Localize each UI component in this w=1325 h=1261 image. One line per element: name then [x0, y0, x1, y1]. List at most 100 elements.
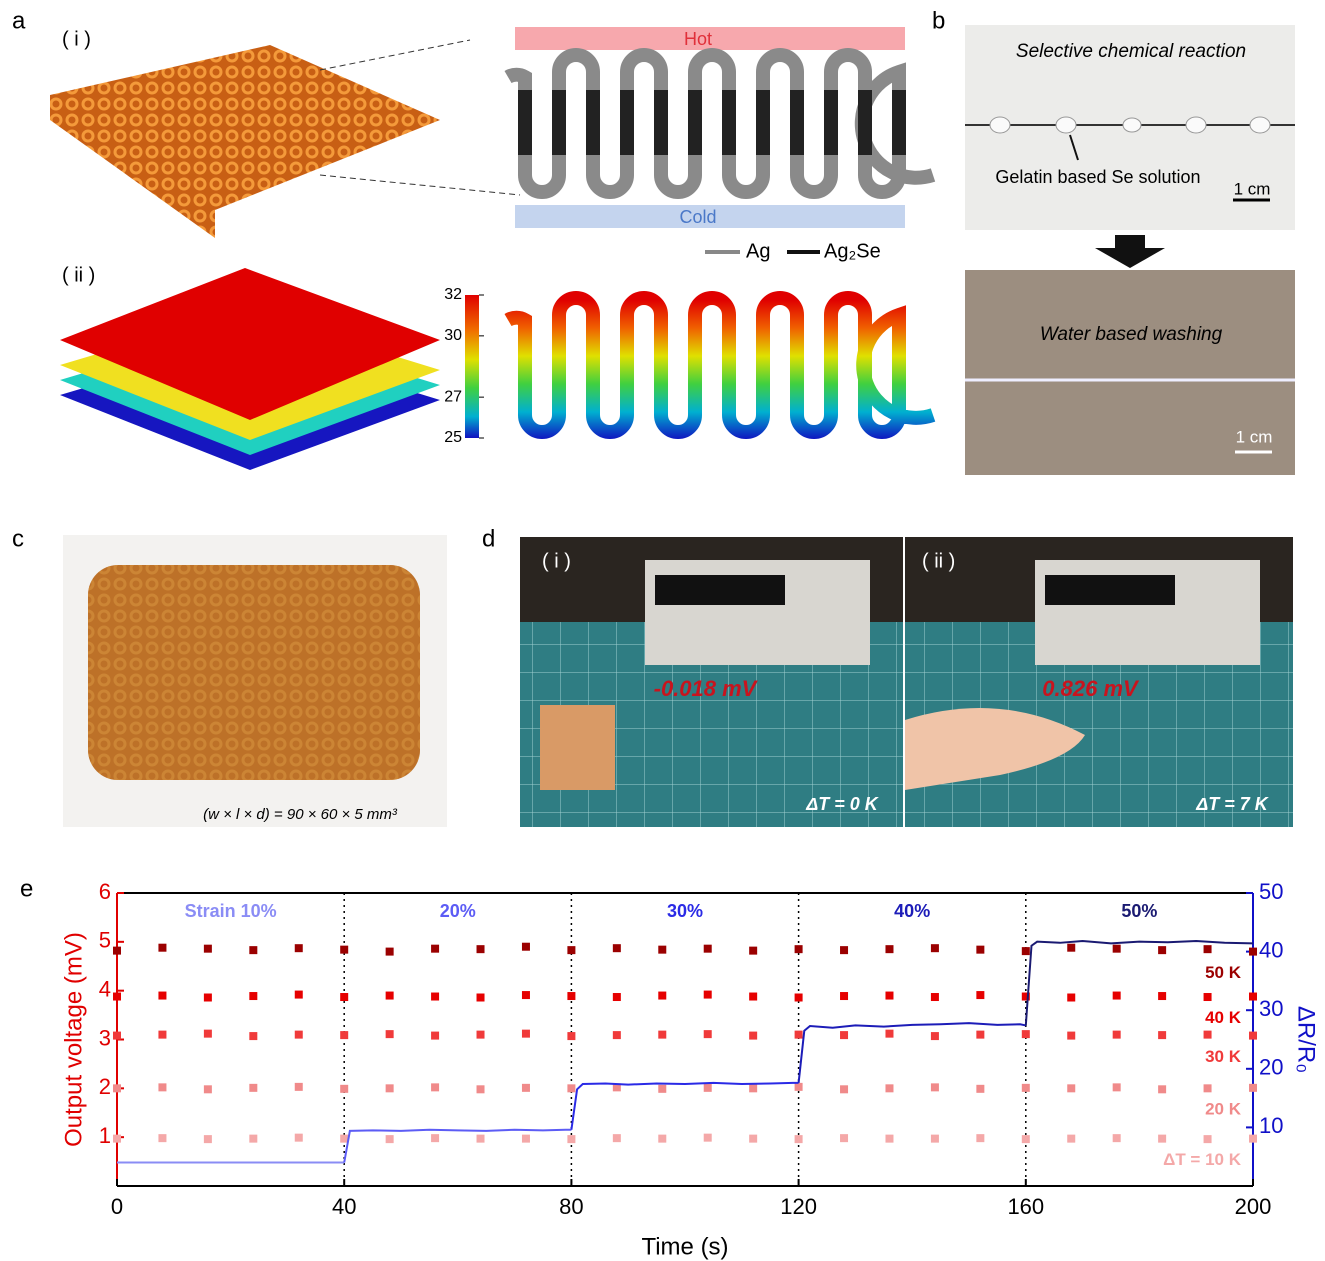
y-axis-label: Output voltage (mV): [60, 932, 87, 1147]
data-point: [976, 1031, 984, 1039]
cold-label: Cold: [679, 207, 716, 227]
x-tick-label: 40: [332, 1194, 356, 1219]
data-point: [522, 1030, 530, 1038]
data-point: [522, 991, 530, 999]
data-point: [931, 944, 939, 952]
data-point: [204, 1030, 212, 1038]
strain-line: [799, 1023, 1026, 1083]
data-point: [1113, 1134, 1121, 1142]
data-point: [295, 991, 303, 999]
data-point: [613, 944, 621, 952]
data-point: [340, 946, 348, 954]
serpentine: [508, 298, 933, 432]
data-point: [477, 994, 485, 1002]
callout-line: [320, 40, 470, 70]
data-point: [1204, 1031, 1212, 1039]
y-tick-label: 4: [99, 976, 111, 1001]
data-point: [795, 1031, 803, 1039]
data-point: [976, 1134, 984, 1142]
data-point: [204, 1135, 212, 1143]
data-point: [704, 1084, 712, 1092]
data-point: [1158, 992, 1166, 1000]
data-point: [704, 991, 712, 999]
data-point: [340, 1085, 348, 1093]
colorbar-label: 30: [444, 327, 462, 344]
data-point: [1067, 1032, 1075, 1040]
data-point: [113, 1084, 121, 1092]
panel-label: ( i ): [62, 28, 91, 50]
data-point: [249, 1135, 257, 1143]
panel-letter: d: [482, 525, 495, 552]
y2-tick-label: 20: [1259, 1055, 1283, 1080]
data-point: [386, 992, 394, 1000]
legend-label: Ag₂Se: [824, 240, 881, 262]
series-label: Strain 10%: [185, 901, 277, 921]
data-point: [295, 1134, 303, 1142]
data-point: [1158, 946, 1166, 954]
data-point: [249, 946, 257, 954]
data-point: [567, 992, 575, 1000]
data-point: [749, 1135, 757, 1143]
data-point: [431, 945, 439, 953]
data-point: [931, 1032, 939, 1040]
colorbar-label: 32: [444, 286, 462, 303]
data-point: [477, 1031, 485, 1039]
data-point: [749, 1032, 757, 1040]
series-label: 20 K: [1205, 1099, 1242, 1118]
data-point: [431, 1083, 439, 1091]
data-point: [1113, 945, 1121, 953]
data-point: [386, 1135, 394, 1143]
data-point: [1204, 945, 1212, 953]
data-point: [295, 944, 303, 952]
series-label: 40%: [894, 901, 930, 921]
data-point: [1113, 1031, 1121, 1039]
series-label: 40 K: [1205, 1008, 1242, 1027]
data-point: [249, 1032, 257, 1040]
data-point: [295, 1031, 303, 1039]
data-point: [795, 945, 803, 953]
y2-tick-label: 30: [1259, 996, 1283, 1021]
data-point: [1249, 948, 1257, 956]
data-point: [431, 993, 439, 1001]
delta-t: ΔT = 0 K: [805, 794, 880, 814]
data-point: [840, 1085, 848, 1093]
y2-tick-label: 50: [1259, 879, 1283, 904]
data-point: [885, 1135, 893, 1143]
data-point: [931, 993, 939, 1001]
data-point: [1113, 1083, 1121, 1091]
data-point: [567, 1135, 575, 1143]
voltage-reading: -0.018 mV: [654, 676, 759, 701]
data-point: [1158, 1031, 1166, 1039]
data-point: [1022, 947, 1030, 955]
data-point: [113, 993, 121, 1001]
colorbar-label: 27: [444, 388, 462, 405]
scale-label: 1 cm: [1236, 427, 1273, 446]
data-point: [477, 1085, 485, 1093]
panel-letter: a: [12, 7, 26, 34]
annotation: Gelatin based Se solution: [995, 167, 1200, 187]
data-point: [522, 1135, 530, 1143]
data-point: [1158, 1135, 1166, 1143]
data-point: [477, 945, 485, 953]
colorbar: [465, 295, 479, 438]
data-point: [431, 1032, 439, 1040]
data-point: [204, 1085, 212, 1093]
data-point: [340, 993, 348, 1001]
data-point: [613, 1031, 621, 1039]
data-point: [1022, 1030, 1030, 1038]
x-tick-label: 80: [559, 1194, 583, 1219]
data-point: [885, 945, 893, 953]
data-point: [840, 1031, 848, 1039]
data-point: [658, 1085, 666, 1093]
colorbar-label: 25: [444, 429, 462, 446]
data-point: [1113, 992, 1121, 1000]
data-point: [704, 1030, 712, 1038]
series-label: 50 K: [1205, 963, 1242, 982]
data-point: [1204, 1135, 1212, 1143]
data-point: [1249, 993, 1257, 1001]
voltage-reading: 0.826 mV: [1042, 676, 1140, 701]
panel-label: ( ii ): [922, 550, 955, 572]
data-point: [795, 994, 803, 1002]
data-point: [885, 992, 893, 1000]
data-point: [386, 948, 394, 956]
